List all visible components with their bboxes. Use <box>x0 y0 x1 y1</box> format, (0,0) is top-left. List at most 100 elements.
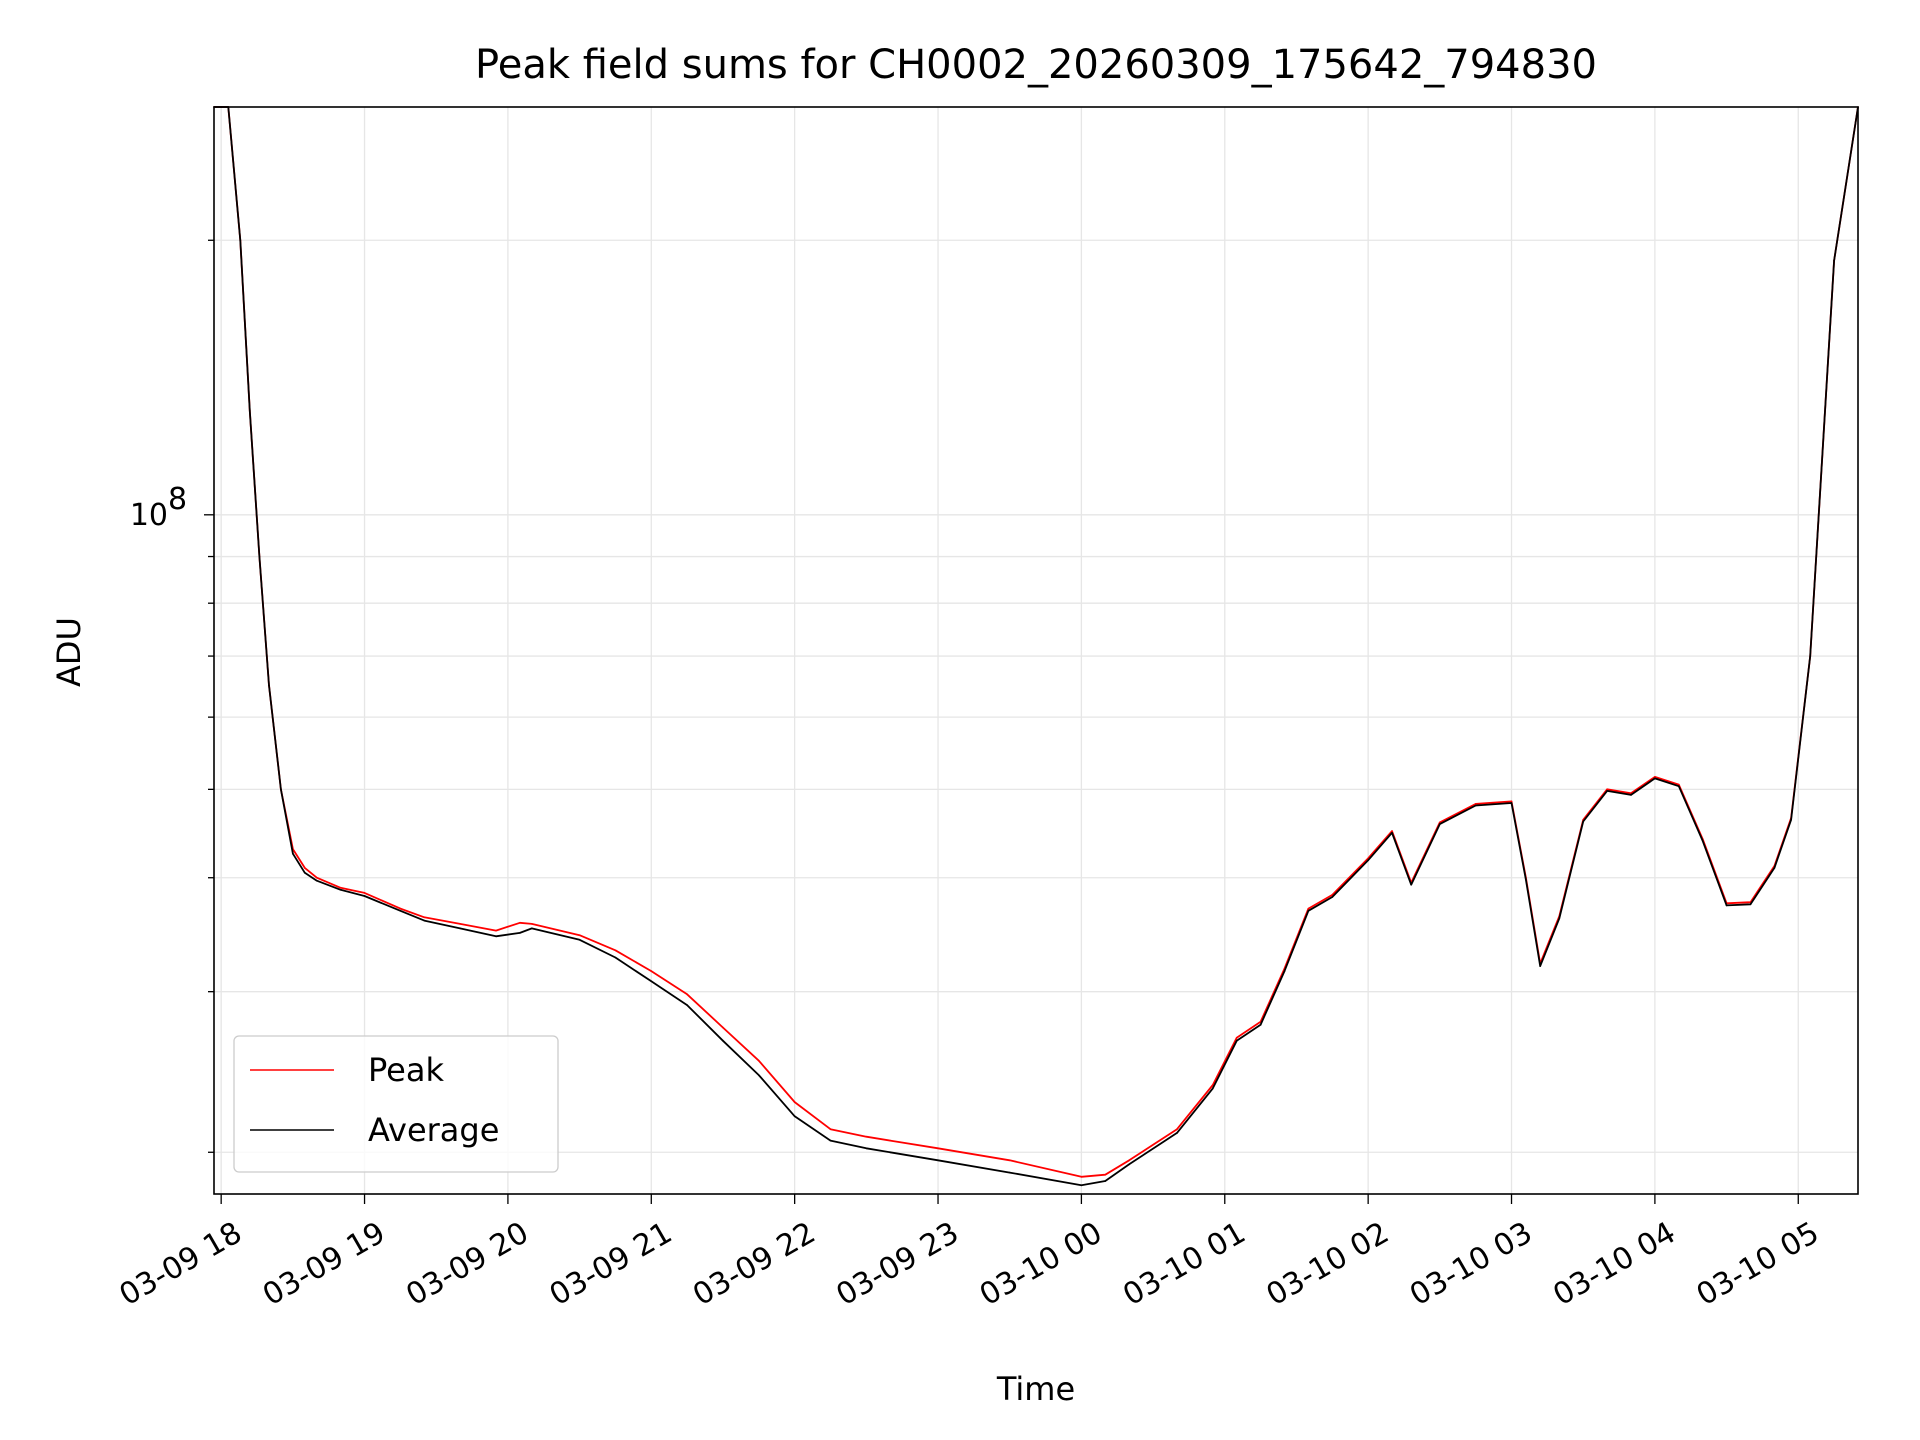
data-point <box>1391 830 1393 832</box>
data-point <box>758 1074 760 1076</box>
data-point <box>1474 804 1477 807</box>
data-point <box>578 934 581 936</box>
data-point <box>495 929 497 932</box>
data-point <box>399 907 402 910</box>
data-point <box>865 1147 868 1150</box>
data-point <box>239 239 242 242</box>
data-point <box>1176 1128 1178 1130</box>
data-point <box>363 892 366 894</box>
data-point <box>793 1115 796 1118</box>
data-point <box>829 1128 832 1130</box>
data-point <box>1749 903 1752 906</box>
data-point <box>937 1159 939 1162</box>
data-point <box>1212 1087 1214 1090</box>
data-point <box>1539 965 1541 967</box>
data-point <box>1391 832 1393 834</box>
data-point <box>1630 794 1632 796</box>
data-point <box>531 927 533 930</box>
data-point <box>1606 790 1608 792</box>
data-point <box>249 410 251 412</box>
data-point <box>315 876 318 879</box>
data-point <box>1235 1040 1238 1042</box>
data-point <box>315 879 318 882</box>
data-point <box>423 916 426 919</box>
data-point <box>531 923 533 925</box>
data-point <box>304 867 306 869</box>
data-point <box>1510 800 1513 803</box>
y-tick-label-exponent: 8 <box>168 482 187 517</box>
data-point <box>650 970 653 972</box>
data-point <box>339 886 342 889</box>
data-point <box>1104 1180 1107 1182</box>
data-point <box>686 993 688 996</box>
data-point <box>1606 788 1608 791</box>
data-point <box>399 909 402 912</box>
data-point <box>519 932 521 934</box>
data-point <box>937 1147 939 1150</box>
y-tick-label: 10 <box>130 498 168 533</box>
data-point <box>1259 1023 1262 1026</box>
data-point <box>1725 904 1728 907</box>
data-point <box>268 684 270 687</box>
data-point <box>1790 818 1792 821</box>
data-point <box>1176 1132 1178 1134</box>
data-point <box>1558 917 1561 920</box>
data-point <box>459 923 461 925</box>
data-point <box>1235 1037 1238 1039</box>
data-point <box>1128 1159 1130 1162</box>
data-point <box>1677 783 1680 786</box>
grid <box>214 107 1858 1194</box>
data-point <box>1080 1184 1083 1187</box>
data-point <box>495 935 497 938</box>
data-point <box>865 1135 868 1138</box>
y-axis-title: ADU <box>50 617 88 687</box>
series-layer <box>213 106 1859 1187</box>
legend: Peak Average <box>233 1035 559 1173</box>
data-point <box>1367 859 1369 862</box>
series-line-peak <box>214 106 1859 1178</box>
data-point <box>1510 802 1513 804</box>
data-point <box>1773 867 1776 869</box>
data-point <box>304 872 306 874</box>
data-point <box>1307 907 1310 910</box>
data-point <box>1128 1163 1130 1166</box>
data-point <box>1833 259 1835 262</box>
data-point <box>829 1139 832 1142</box>
data-point <box>459 927 461 930</box>
data-point <box>519 921 521 924</box>
data-point <box>614 949 617 952</box>
data-point <box>1654 777 1656 780</box>
data-point <box>1439 823 1441 825</box>
data-point <box>423 919 426 922</box>
data-point <box>1654 776 1656 778</box>
legend-label-average: Average <box>368 1111 499 1149</box>
data-point <box>1677 785 1680 787</box>
data-point <box>1080 1175 1083 1178</box>
data-point <box>722 1040 724 1042</box>
x-axis-title: Time <box>996 1370 1075 1408</box>
data-point <box>1212 1084 1214 1086</box>
data-point <box>1701 840 1704 842</box>
data-point <box>1474 803 1477 805</box>
data-point <box>889 1139 892 1142</box>
chart-title: Peak field sums for CH0002_20260309_1756… <box>475 42 1597 88</box>
data-point <box>1582 820 1585 823</box>
data-point <box>1008 1159 1011 1162</box>
data-point <box>686 1004 688 1006</box>
data-point <box>258 555 261 558</box>
data-point <box>614 956 617 959</box>
data-point <box>578 938 581 941</box>
data-point <box>889 1151 892 1154</box>
data-point <box>722 1026 724 1029</box>
data-point <box>292 852 294 855</box>
plot-frame <box>213 106 1859 1195</box>
data-point <box>1283 970 1286 972</box>
data-point <box>1439 821 1441 824</box>
data-point <box>650 980 653 983</box>
data-point <box>1331 896 1334 898</box>
data-point <box>363 895 366 897</box>
data-point <box>1104 1173 1107 1176</box>
data-point <box>793 1101 796 1103</box>
